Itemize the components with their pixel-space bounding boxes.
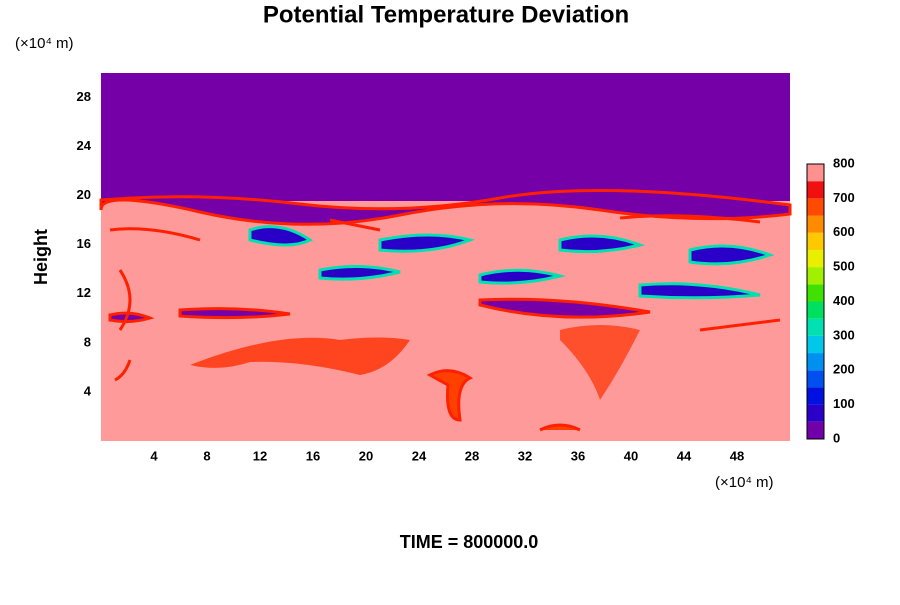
colorbar-tick-label: 600 [833, 224, 855, 239]
x-tick-label: 24 [412, 448, 427, 463]
x-tick-label: 8 [203, 448, 210, 463]
x-tick-label: 12 [253, 448, 267, 463]
x-tick-label: 16 [306, 448, 320, 463]
colorbar-tick-label: 400 [833, 293, 855, 308]
chart-title: Potential Temperature Deviation [263, 1, 629, 28]
x-tick-label: 36 [571, 448, 585, 463]
colorbar-band [807, 249, 824, 268]
colorbar-band [807, 267, 824, 285]
field-plume [560, 325, 640, 400]
y-tick-label: 24 [77, 138, 92, 153]
x-tick-label: 48 [730, 448, 744, 463]
field-band [99, 188, 792, 226]
x-tick-label: 4 [150, 448, 158, 463]
y-tick-label: 12 [77, 285, 91, 300]
y-tick-label: 20 [77, 187, 91, 202]
colorbar-tick-label: 100 [833, 396, 855, 411]
field-blob [248, 225, 775, 300]
colorbar-tick-label: 200 [833, 362, 855, 377]
x-tick-label: 20 [359, 448, 373, 463]
colorbar-band [807, 353, 824, 371]
colorbar-tick-label: 500 [833, 259, 855, 274]
footer: TIME = 800000.0 [400, 532, 539, 552]
field-contour [109, 214, 781, 382]
y-unit-label: (×10⁴ m) [15, 35, 74, 52]
colorbar-band [807, 421, 824, 439]
y-axis-label: Height [31, 229, 51, 285]
y-tick-label: 8 [84, 334, 91, 349]
y-tick-label: 28 [77, 89, 91, 104]
colorbar-band [807, 198, 824, 216]
colorbar-tick-label: 700 [833, 190, 855, 205]
x-tick-label: 28 [465, 448, 479, 463]
colorbar-band [807, 318, 824, 336]
field-top [101, 73, 790, 201]
colorbar-band [807, 335, 824, 354]
x-tick-label: 40 [624, 448, 638, 463]
colorbar-band [807, 284, 824, 302]
colorbar-band [807, 215, 824, 233]
colorbar-tick-label: 0 [833, 430, 840, 445]
x-unit-label: (×10⁴ m) [715, 474, 774, 491]
x-tick-label: 44 [677, 448, 692, 463]
field [99, 73, 792, 441]
field-blob [108, 297, 651, 324]
colorbar-tick-label: 300 [833, 327, 855, 342]
colorbar-tick-label: 800 [833, 155, 855, 170]
colorbar-band [807, 387, 824, 405]
colorbar-band [807, 164, 824, 182]
field-plume [426, 369, 581, 432]
colorbar-band [807, 181, 824, 199]
field-plume [190, 337, 410, 375]
y-tick-label: 16 [77, 236, 91, 251]
colorbar-band [807, 370, 824, 388]
x-tick-label: 32 [518, 448, 532, 463]
colorbar-band [807, 404, 824, 422]
colorbar-frame [806, 163, 825, 440]
colorbar-band [807, 232, 824, 250]
colorbar-band [807, 301, 824, 319]
y-tick-label: 4 [84, 383, 92, 398]
